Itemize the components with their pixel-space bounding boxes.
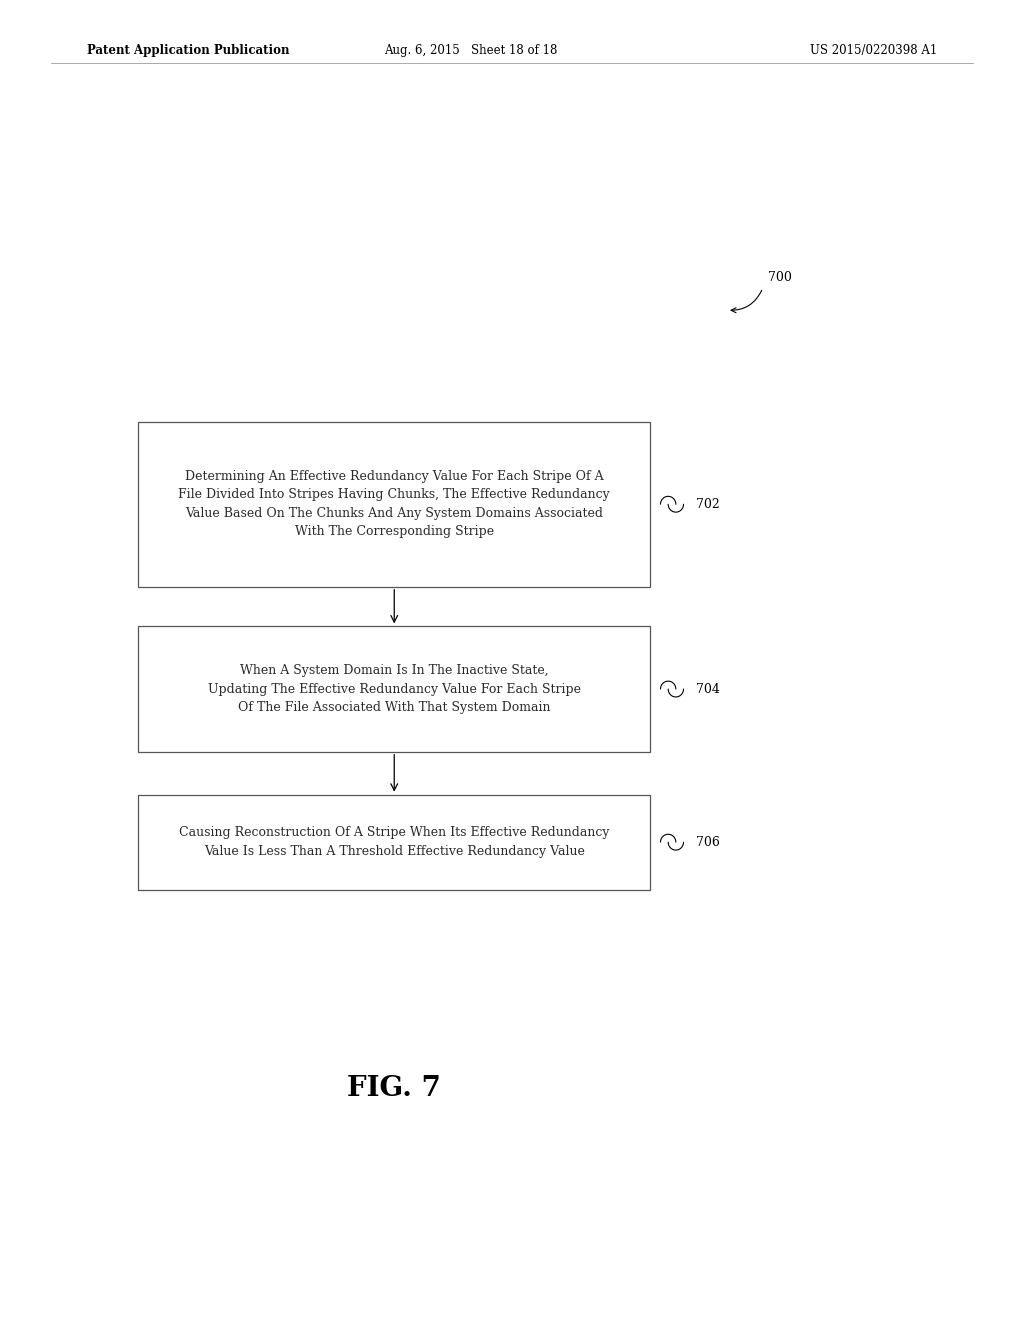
Text: 700: 700 — [768, 271, 792, 284]
Text: 706: 706 — [696, 836, 720, 849]
Text: Determining An Effective Redundancy Value For Each Stripe Of A
File Divided Into: Determining An Effective Redundancy Valu… — [178, 470, 610, 539]
FancyArrowPatch shape — [731, 290, 762, 313]
Text: Aug. 6, 2015   Sheet 18 of 18: Aug. 6, 2015 Sheet 18 of 18 — [384, 44, 558, 57]
Bar — [138, 422, 650, 586]
Bar — [138, 795, 650, 890]
Text: 702: 702 — [696, 498, 720, 511]
Text: Patent Application Publication: Patent Application Publication — [87, 44, 290, 57]
Text: FIG. 7: FIG. 7 — [347, 1076, 441, 1102]
Text: 704: 704 — [696, 682, 720, 696]
Text: Causing Reconstruction Of A Stripe When Its Effective Redundancy
Value Is Less T: Causing Reconstruction Of A Stripe When … — [179, 826, 609, 858]
Text: US 2015/0220398 A1: US 2015/0220398 A1 — [810, 44, 937, 57]
Bar — [138, 627, 650, 752]
Text: When A System Domain Is In The Inactive State,
Updating The Effective Redundancy: When A System Domain Is In The Inactive … — [208, 664, 581, 714]
